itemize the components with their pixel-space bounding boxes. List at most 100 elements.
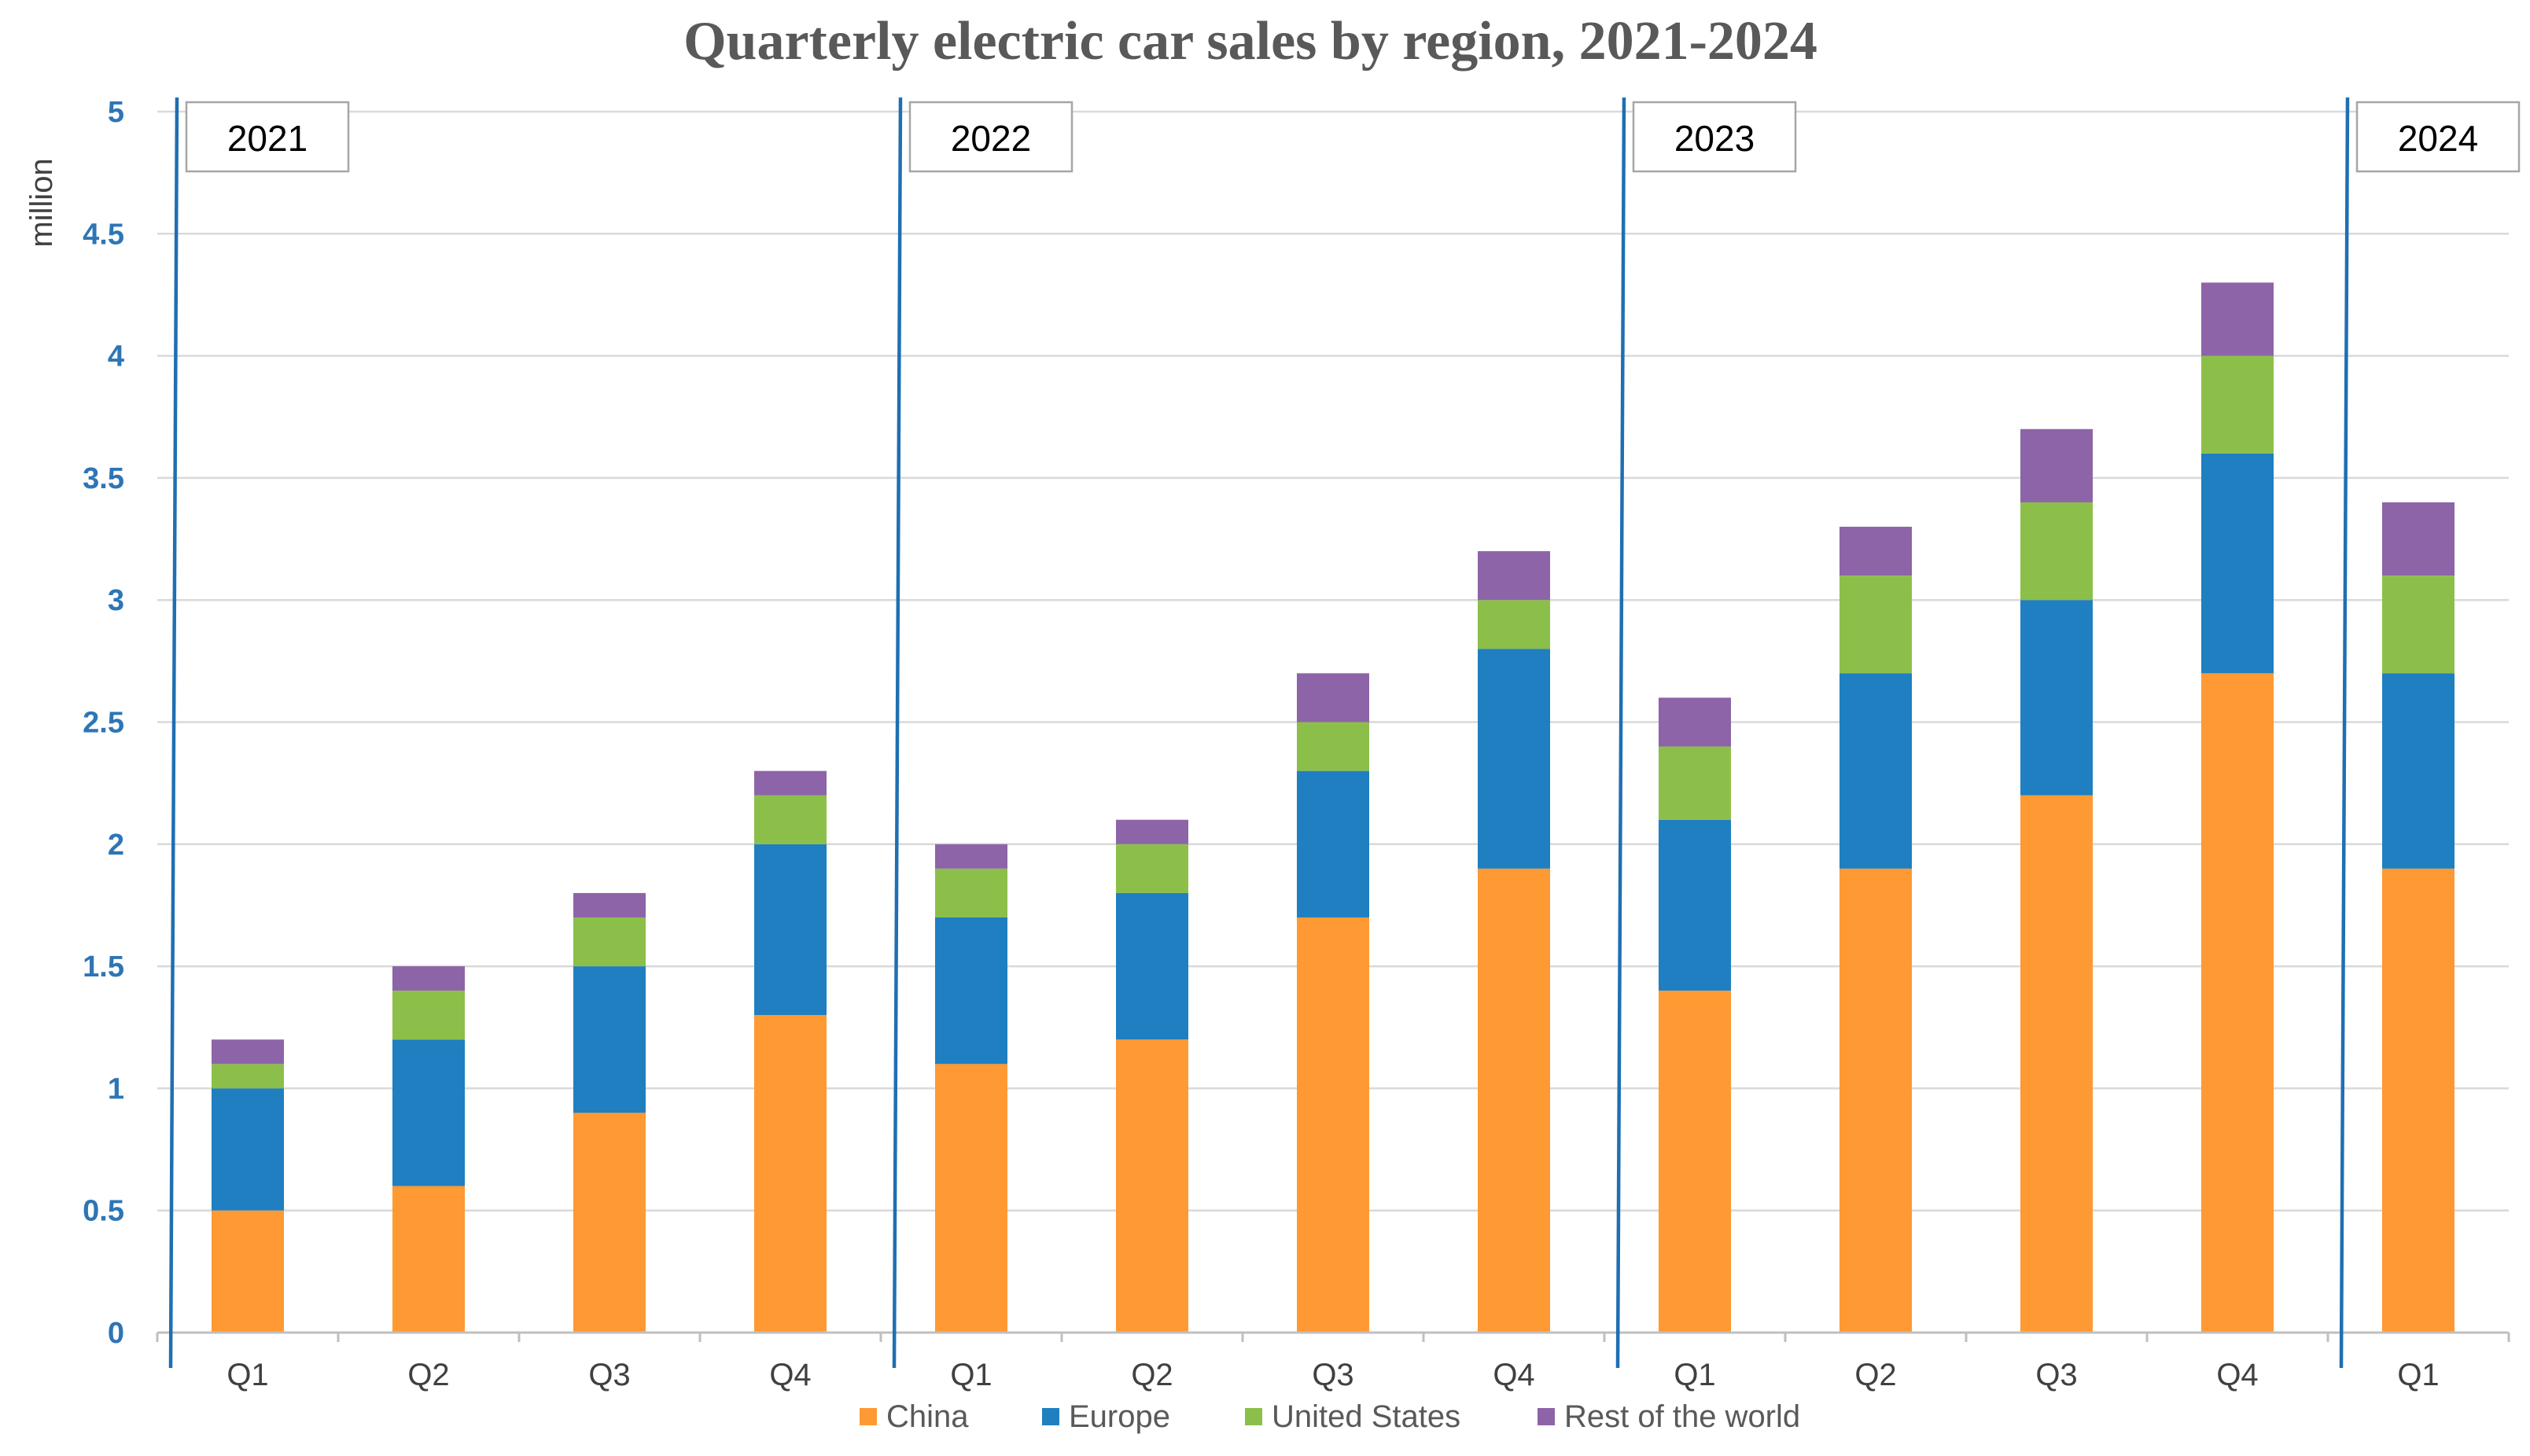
bar-segment-china (935, 1064, 1007, 1333)
y-axis-ticks: 0 0.5 1 1.5 2 2.5 3 3.5 4 4.5 5 (83, 96, 124, 1350)
bar-segment-china (1297, 917, 1369, 1333)
year-separator-line (1615, 97, 1626, 1369)
year-label-box (185, 101, 350, 173)
bar-segment-china (1839, 868, 1912, 1333)
y-tick-label: 2 (108, 829, 124, 862)
bar-segment-europe (2382, 673, 2455, 869)
bar-segment-rest-of-the-world (212, 1039, 284, 1064)
year-label-box (1632, 101, 1797, 173)
bar-segment-united-states (1116, 844, 1188, 893)
legend-swatch (860, 1408, 877, 1425)
bar-segment-united-states (2201, 355, 2274, 454)
y-tick-label: 4 (108, 340, 124, 373)
bar-segment-europe (2020, 600, 2093, 796)
legend-swatch (1042, 1408, 1059, 1425)
x-axis (156, 1331, 2510, 1342)
y-tick-label: 0.5 (83, 1195, 124, 1228)
bar-segment-europe (1297, 770, 1369, 917)
legend-label: United States (1272, 1399, 1460, 1434)
x-tick-label: Q4 (2216, 1358, 2258, 1392)
bar-segment-united-states (573, 917, 646, 967)
bar-segment-china (2020, 795, 2093, 1333)
bar-segment-china (573, 1112, 646, 1333)
bar-segment-rest-of-the-world (392, 966, 465, 991)
x-tick-label: Q1 (226, 1358, 268, 1392)
y-tick-label: 3 (108, 584, 124, 617)
bar-segment-united-states (212, 1064, 284, 1089)
bar-segment-china (2201, 673, 2274, 1333)
y-tick-label: 1.5 (83, 950, 124, 984)
legend-label: Europe (1069, 1399, 1170, 1434)
bar-segment-china (2382, 868, 2455, 1333)
year-label: 2024 (2398, 118, 2478, 159)
bar-segment-europe (1116, 892, 1188, 1040)
x-tick-label: Q1 (1674, 1358, 1715, 1392)
bar-segment-europe (1659, 819, 1731, 991)
bar-segment-china (1478, 868, 1550, 1333)
bar-segment-rest-of-the-world (573, 892, 646, 917)
bar-segment-rest-of-the-world (1116, 819, 1188, 844)
bar-segment-united-states (1478, 600, 1550, 649)
bar-segment-united-states (1839, 575, 1912, 674)
year-separator-line (892, 97, 903, 1369)
bar-segment-rest-of-the-world (1297, 673, 1369, 722)
x-tick-label: Q4 (769, 1358, 811, 1392)
bars (212, 282, 2455, 1333)
bar-segment-china (392, 1186, 465, 1333)
bar-segment-europe (573, 966, 646, 1113)
bar-segment-united-states (754, 795, 827, 844)
bar-segment-europe (1478, 649, 1550, 869)
x-tick-label: Q3 (2035, 1358, 2077, 1392)
bar-segment-china (754, 1015, 827, 1333)
x-tick-label: Q1 (2397, 1358, 2439, 1392)
bar-segment-europe (212, 1088, 284, 1211)
legend-label: Rest of the world (1564, 1399, 1800, 1434)
y-tick-label: 5 (108, 96, 124, 129)
x-tick-label: Q2 (1131, 1358, 1173, 1392)
bar-segment-china (1116, 1039, 1188, 1333)
bar-segment-rest-of-the-world (2382, 502, 2455, 576)
legend: China Europe United States Rest of the worl… (860, 1399, 1800, 1434)
legend-label: China (886, 1399, 969, 1434)
bar-segment-united-states (2020, 502, 2093, 601)
x-axis-ticks: Q1 Q2 Q3 Q4 Q1 Q2 Q3 Q4 Q1 Q2 Q3 Q4 Q1 (226, 1358, 2439, 1392)
year-label-box (908, 101, 1074, 173)
y-tick-label: 2.5 (83, 707, 124, 740)
x-tick-label: Q3 (1312, 1358, 1353, 1392)
bar-segment-rest-of-the-world (2020, 428, 2093, 502)
bar-segment-united-states (1659, 746, 1731, 820)
bar-segment-europe (1839, 673, 1912, 869)
year-separator-line (168, 97, 179, 1369)
bar-segment-rest-of-the-world (754, 770, 827, 796)
bar-segment-rest-of-the-world (1478, 551, 1550, 601)
y-tick-label: 3.5 (83, 462, 124, 495)
x-tick-label: Q4 (1493, 1358, 1534, 1392)
y-axis-unit-label: million (24, 158, 59, 247)
bar-segment-europe (935, 917, 1007, 1064)
year-label: 2022 (951, 118, 1031, 159)
bar-segment-united-states (1297, 722, 1369, 771)
bar-segment-china (212, 1210, 284, 1333)
year-label: 2023 (1674, 118, 1755, 159)
bar-segment-europe (2201, 453, 2274, 674)
x-tick-label: Q1 (950, 1358, 992, 1392)
bar-segment-europe (754, 844, 827, 1016)
year-label: 2021 (227, 118, 308, 159)
bar-segment-europe (392, 1039, 465, 1186)
x-tick-label: Q2 (407, 1358, 449, 1392)
x-tick-label: Q2 (1854, 1358, 1896, 1392)
y-tick-label: 4.5 (83, 218, 124, 251)
y-tick-label: 0 (108, 1317, 124, 1350)
bar-segment-united-states (392, 991, 465, 1040)
y-tick-label: 1 (108, 1072, 124, 1105)
bar-segment-china (1659, 991, 1731, 1333)
bar-segment-rest-of-the-world (2201, 282, 2274, 356)
bar-segment-united-states (935, 868, 1007, 917)
legend-swatch (1245, 1408, 1262, 1425)
legend-swatch (1538, 1408, 1555, 1425)
chart-title: Quarterly electric car sales by region, … (683, 11, 1817, 72)
bar-segment-united-states (2382, 575, 2455, 674)
bar-segment-rest-of-the-world (935, 844, 1007, 869)
